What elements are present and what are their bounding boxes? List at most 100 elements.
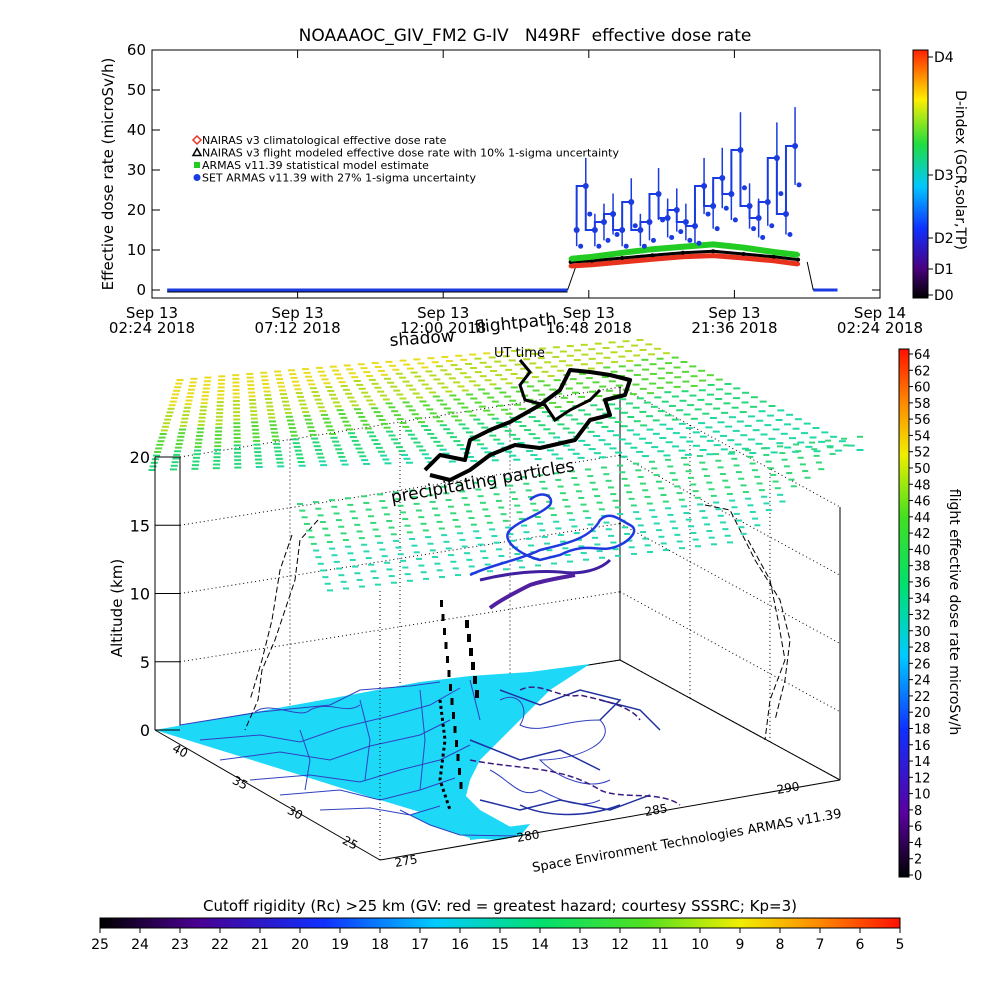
dose-colorbar: 0246810121416182022242628303234363840424… bbox=[898, 348, 962, 884]
flightpath-descent-dash-2 bbox=[467, 634, 471, 642]
dose-tick-label: 14 bbox=[914, 755, 931, 770]
dose-tick-label: 22 bbox=[914, 690, 931, 705]
series-marks bbox=[568, 107, 802, 269]
rc-colorbar-title: Cutoff rigidity (Rc) >25 km (GV: red = g… bbox=[203, 897, 797, 915]
data-point-set-armas bbox=[610, 211, 617, 217]
flightpath-purple bbox=[479, 558, 612, 582]
dose-tick-label: 0 bbox=[914, 869, 922, 884]
dose-tick-label: 46 bbox=[914, 495, 931, 510]
map-boundary-line bbox=[179, 681, 441, 726]
dose-tick-label: 34 bbox=[914, 592, 931, 607]
map-boundaries bbox=[179, 679, 661, 837]
legend-label: NAIRAS v3 climatological effective dose … bbox=[202, 134, 447, 147]
data-point-set-armas-low bbox=[623, 243, 629, 249]
precipitating-particles-grid bbox=[148, 339, 864, 592]
ground-map bbox=[155, 664, 661, 840]
rc-tick-label: 11 bbox=[651, 937, 669, 953]
plot-frame bbox=[151, 49, 881, 299]
rc-tick-label: 6 bbox=[856, 937, 865, 953]
legend-marker bbox=[191, 134, 203, 146]
map-boundary-line bbox=[489, 769, 601, 805]
flightpath-descent-dash bbox=[444, 642, 448, 649]
dose-tick-label: 32 bbox=[914, 609, 931, 624]
data-point-series-0 bbox=[620, 260, 625, 264]
baseline-series bbox=[167, 261, 838, 293]
front-right-edge bbox=[379, 779, 841, 861]
dose-tick-label: 36 bbox=[914, 576, 931, 591]
grid-line bbox=[619, 454, 841, 576]
dindex-tick-label: D0 bbox=[934, 288, 954, 304]
data-point-series-2 bbox=[650, 247, 655, 252]
y-axis: 0 10 20 30 40 50 60 bbox=[127, 41, 880, 299]
map-coastline bbox=[499, 689, 622, 721]
data-point-set-armas bbox=[655, 191, 662, 197]
flightpath-descent-dash bbox=[446, 656, 449, 663]
data-point-set-armas bbox=[600, 219, 607, 225]
y-tick-label: 0 bbox=[136, 281, 146, 299]
chart-title: NOAAAOC_GIV_FM2 G-IV N49RF effective dos… bbox=[299, 26, 752, 46]
data-point-set-armas-low bbox=[723, 205, 729, 211]
dose-tick-label: 64 bbox=[914, 348, 931, 363]
dose-tick-label: 20 bbox=[914, 706, 931, 721]
y-tick-label: 30 bbox=[127, 161, 146, 179]
z-tick-label: 0 bbox=[140, 721, 150, 740]
data-point-set-armas-low bbox=[632, 223, 638, 229]
y-tick-label: 50 bbox=[127, 81, 146, 99]
dose-tick-label: 40 bbox=[914, 543, 931, 558]
flightpath-blue bbox=[469, 493, 636, 577]
data-point-set-armas bbox=[628, 199, 635, 205]
data-point-set-armas-low bbox=[732, 217, 738, 223]
flightpath-descent-dash bbox=[455, 740, 458, 747]
data-point-set-armas-low bbox=[660, 217, 666, 223]
rc-tick-label: 14 bbox=[531, 937, 549, 953]
data-point-set-armas bbox=[746, 203, 753, 209]
dose-tick-label: 44 bbox=[914, 511, 931, 526]
rc-tick-label: 23 bbox=[171, 937, 189, 953]
lat-tick-label: 35 bbox=[230, 773, 250, 793]
x-tick-label-time: 07:12 2018 bbox=[255, 319, 341, 337]
rc-tick-label: 8 bbox=[776, 937, 785, 953]
lat-tick-label: 40 bbox=[170, 741, 190, 761]
dose-tick-label: 60 bbox=[914, 381, 931, 396]
data-point-series-1 bbox=[711, 249, 716, 254]
x-tick-label-time: 21:36 2018 bbox=[691, 319, 777, 337]
map-coastline bbox=[469, 739, 601, 771]
latitude-axis: 40 35 30 25 bbox=[170, 741, 360, 853]
flightpath-3d bbox=[423, 359, 636, 789]
data-point-set-armas bbox=[719, 175, 726, 181]
flightpath-projections bbox=[244, 504, 791, 811]
data-point-set-armas bbox=[573, 227, 580, 233]
data-point-set-armas-low bbox=[769, 223, 775, 229]
y-tick-label: 20 bbox=[127, 201, 146, 219]
data-point-series-2 bbox=[741, 245, 746, 250]
dindex-colorbar-gradient bbox=[912, 49, 929, 299]
lon-tick-label: 290 bbox=[776, 779, 801, 797]
3d-flightpath-panel: 0 5 10 15 20 Altitude (km) 40 35 30 25 275 280 28… bbox=[108, 309, 864, 876]
flightpath-upper-black-2 bbox=[518, 359, 602, 423]
rc-tick-label: 21 bbox=[251, 937, 269, 953]
data-point-series-1 bbox=[796, 257, 801, 262]
data-point-series-0 bbox=[711, 253, 716, 258]
dose-colorbar-label: flight effective dose rate microSv/h bbox=[946, 489, 962, 735]
data-point-set-armas-low bbox=[587, 211, 593, 217]
shadow-left-wall-2 bbox=[249, 534, 293, 701]
flightpath-descent-dash-2 bbox=[469, 648, 473, 656]
data-point-set-armas-low bbox=[669, 234, 675, 240]
data-point-series-2 bbox=[711, 242, 716, 247]
data-point-set-armas-low bbox=[578, 243, 584, 249]
map-coastline bbox=[519, 804, 621, 816]
flightpath-descent-dash bbox=[452, 712, 455, 719]
data-point-set-armas bbox=[782, 211, 789, 217]
data-point-set-armas-low bbox=[796, 182, 802, 188]
data-point-set-armas-low bbox=[760, 234, 766, 240]
legend-marker bbox=[191, 146, 203, 157]
z-tick-label: 5 bbox=[140, 653, 150, 672]
altitude-label: Altitude (km) bbox=[108, 559, 126, 657]
flightpath-descent-dash bbox=[453, 726, 457, 733]
ground-projection bbox=[519, 686, 641, 721]
grid-line bbox=[619, 523, 841, 644]
data-point-series-0 bbox=[680, 254, 685, 259]
data-point-set-armas bbox=[728, 191, 735, 197]
dose-tick-label: 58 bbox=[914, 397, 931, 412]
